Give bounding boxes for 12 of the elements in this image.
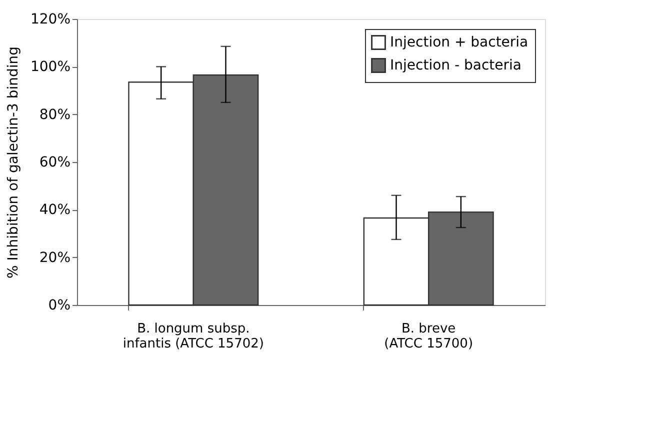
x-tick-label: B. breve (ATCC 15700) bbox=[384, 322, 474, 352]
y-tick-label: 20% bbox=[39, 250, 70, 266]
y-tick-label: 80% bbox=[39, 106, 70, 123]
y-tick-label: 120% bbox=[30, 12, 70, 28]
y-tick-label: 60% bbox=[39, 154, 70, 170]
y-tick-label: 100% bbox=[30, 59, 70, 76]
legend-label: Injection + bacteria bbox=[390, 34, 528, 50]
legend-label: Injection - bacteria bbox=[390, 58, 522, 74]
x-tick-label: B. longum subsp. infantis (ATCC 15702) bbox=[122, 322, 264, 352]
y-axis-title: % Inhibition of galectin-3 binding bbox=[5, 46, 22, 279]
y-tick-label: 0% bbox=[48, 298, 70, 314]
y-tick-label: 40% bbox=[39, 202, 70, 218]
